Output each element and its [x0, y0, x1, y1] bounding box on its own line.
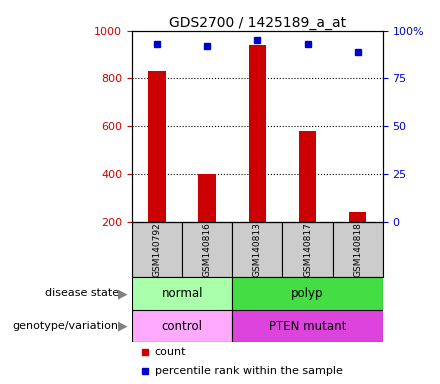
Text: ▶: ▶: [118, 319, 128, 333]
Text: GSM140792: GSM140792: [153, 222, 161, 277]
Text: GSM140816: GSM140816: [203, 222, 212, 277]
Bar: [249, 45, 266, 222]
Bar: [132, 310, 232, 343]
Bar: [198, 174, 216, 222]
Text: ▶: ▶: [118, 287, 128, 300]
Bar: [182, 222, 232, 277]
Bar: [132, 277, 232, 310]
Text: polyp: polyp: [291, 287, 324, 300]
Text: control: control: [161, 319, 203, 333]
Text: genotype/variation: genotype/variation: [13, 321, 119, 331]
Text: percentile rank within the sample: percentile rank within the sample: [154, 366, 342, 376]
Text: disease state: disease state: [45, 288, 119, 298]
Bar: [232, 222, 282, 277]
Text: GSM140817: GSM140817: [303, 222, 312, 277]
Text: GSM140818: GSM140818: [353, 222, 362, 277]
Bar: [148, 71, 166, 222]
Text: PTEN mutant: PTEN mutant: [269, 319, 346, 333]
Text: normal: normal: [161, 287, 203, 300]
Bar: [232, 277, 383, 310]
Text: GSM140813: GSM140813: [253, 222, 262, 277]
Title: GDS2700 / 1425189_a_at: GDS2700 / 1425189_a_at: [169, 16, 346, 30]
Bar: [232, 310, 383, 343]
Text: count: count: [154, 347, 186, 357]
Bar: [282, 222, 333, 277]
Bar: [349, 212, 367, 222]
Bar: [299, 131, 316, 222]
Bar: [333, 222, 383, 277]
Bar: [132, 222, 182, 277]
